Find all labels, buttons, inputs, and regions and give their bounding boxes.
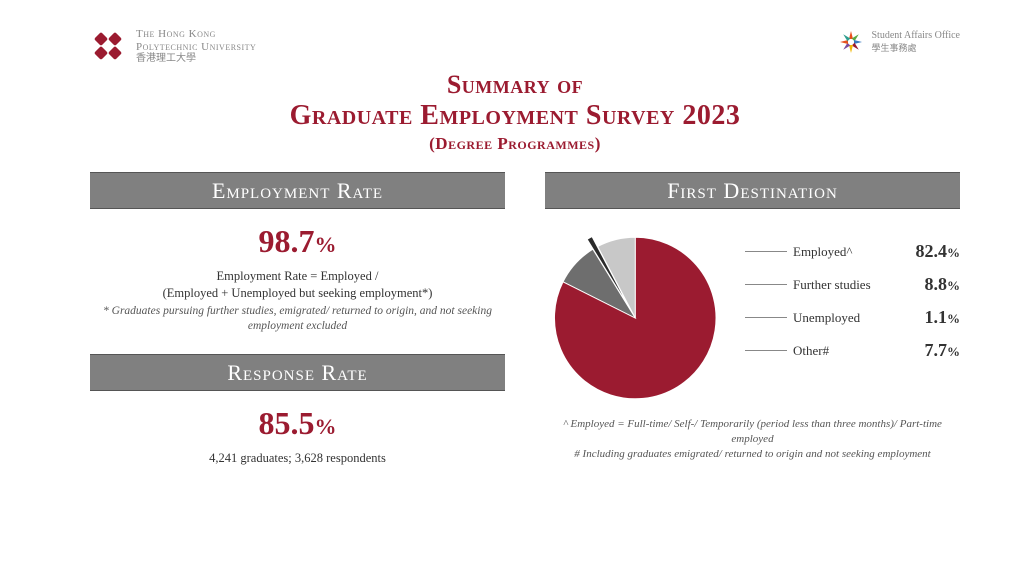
legend-label-0: Employed^ <box>793 244 916 260</box>
legend-row-3: Other#7.7% <box>745 340 960 361</box>
employment-rate-note: * Graduates pursuing further studies, em… <box>90 304 505 334</box>
uni-name-zh: 香港理工大學 <box>136 53 256 64</box>
title-line-2: Graduate Employment Survey 2023 <box>0 100 1030 132</box>
first-destination-banner: First Destination <box>545 172 960 209</box>
sao-logo: Student Affairs Office 學生事務處 <box>837 28 960 56</box>
uni-name-en-2: Polytechnic University <box>136 41 256 53</box>
legend-row-0: Employed^82.4% <box>745 241 960 262</box>
formula-line-2: (Employed + Unemployed but seeking emplo… <box>90 285 505 302</box>
legend-label-1: Further studies <box>793 277 925 293</box>
title-line-1: Summary of <box>0 70 1030 100</box>
fd-note-2: # Including graduates emigrated/ returne… <box>545 447 960 462</box>
sao-mark-icon <box>837 28 865 56</box>
legend-row-2: Unemployed1.1% <box>745 307 960 328</box>
legend-leader-0 <box>745 251 787 252</box>
response-rate-value: 85.5% <box>90 405 505 442</box>
page-title: Summary of Graduate Employment Survey 20… <box>0 70 1030 154</box>
legend-label-3: Other# <box>793 343 925 359</box>
first-destination-legend: Employed^82.4%Further studies8.8%Unemplo… <box>745 223 960 373</box>
first-destination-notes: ^ Employed = Full-time/ Self-/ Temporari… <box>545 417 960 462</box>
legend-value-2: 1.1% <box>925 307 961 328</box>
employment-rate-formula: Employment Rate = Employed / (Employed +… <box>90 268 505 302</box>
legend-leader-3 <box>745 350 787 351</box>
polyu-mark-icon <box>90 28 126 64</box>
right-column: First Destination Employed^82.4% Further … <box>545 172 960 467</box>
sao-zh: 學生事務處 <box>871 41 960 54</box>
employment-rate-value: 98.7% <box>90 223 505 260</box>
legend-leader-2 <box>745 317 787 318</box>
first-destination-pie <box>545 223 735 413</box>
legend-leader-1 <box>745 284 787 285</box>
legend-value-0: 82.4% <box>916 241 961 262</box>
response-rate-banner: Response Rate <box>90 354 505 391</box>
legend-value-1: 8.8% <box>925 274 961 295</box>
legend-label-2: Unemployed <box>793 310 925 326</box>
university-logo: The Hong Kong Polytechnic University 香港理… <box>90 28 256 64</box>
fd-note-1: ^ Employed = Full-time/ Self-/ Temporari… <box>545 417 960 447</box>
left-column: Employment Rate 98.7% Employment Rate = … <box>90 172 505 467</box>
employment-rate-banner: Employment Rate <box>90 172 505 209</box>
formula-line-1: Employment Rate = Employed / <box>90 268 505 285</box>
uni-name-en-1: The Hong Kong <box>136 28 256 40</box>
title-line-3: (Degree Programmes) <box>0 134 1030 154</box>
legend-value-3: 7.7% <box>925 340 961 361</box>
response-rate-sub: 4,241 graduates; 3,628 respondents <box>90 450 505 467</box>
sao-en: Student Affairs Office <box>871 30 960 41</box>
legend-row-1: Further studies8.8% <box>745 274 960 295</box>
